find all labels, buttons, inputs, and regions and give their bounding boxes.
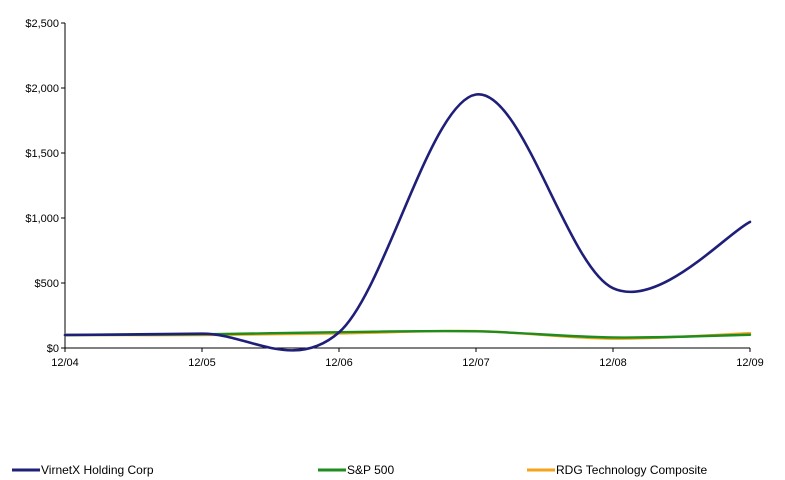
y-tick-label: $1,500 [25,148,59,160]
x-tick-label: 12/07 [462,357,490,369]
y-tick-label: $2,000 [25,83,59,95]
legend-item-s-p-500: S&P 500 [318,463,394,477]
y-tick-label: $1,000 [25,213,59,225]
legend-item-rdg-technology-composite: RDG Technology Composite [527,463,708,477]
legend-label: S&P 500 [347,463,394,477]
y-tick-label: $500 [35,278,59,290]
series-line-virnetx-holding-corp [63,93,752,352]
y-tick-label: $2,500 [25,18,59,30]
x-tick-label: 12/09 [736,357,764,369]
x-tick-label: 12/04 [51,357,79,369]
x-tick-label: 12/06 [325,357,353,369]
legend-label: RDG Technology Composite [556,463,708,477]
legend-label: VirnetX Holding Corp [41,463,154,477]
legend-item-virnetx-holding-corp: VirnetX Holding Corp [12,463,154,477]
x-tick-label: 12/05 [188,357,216,369]
x-tick-label: 12/08 [599,357,627,369]
y-tick-label: $0 [47,343,59,355]
